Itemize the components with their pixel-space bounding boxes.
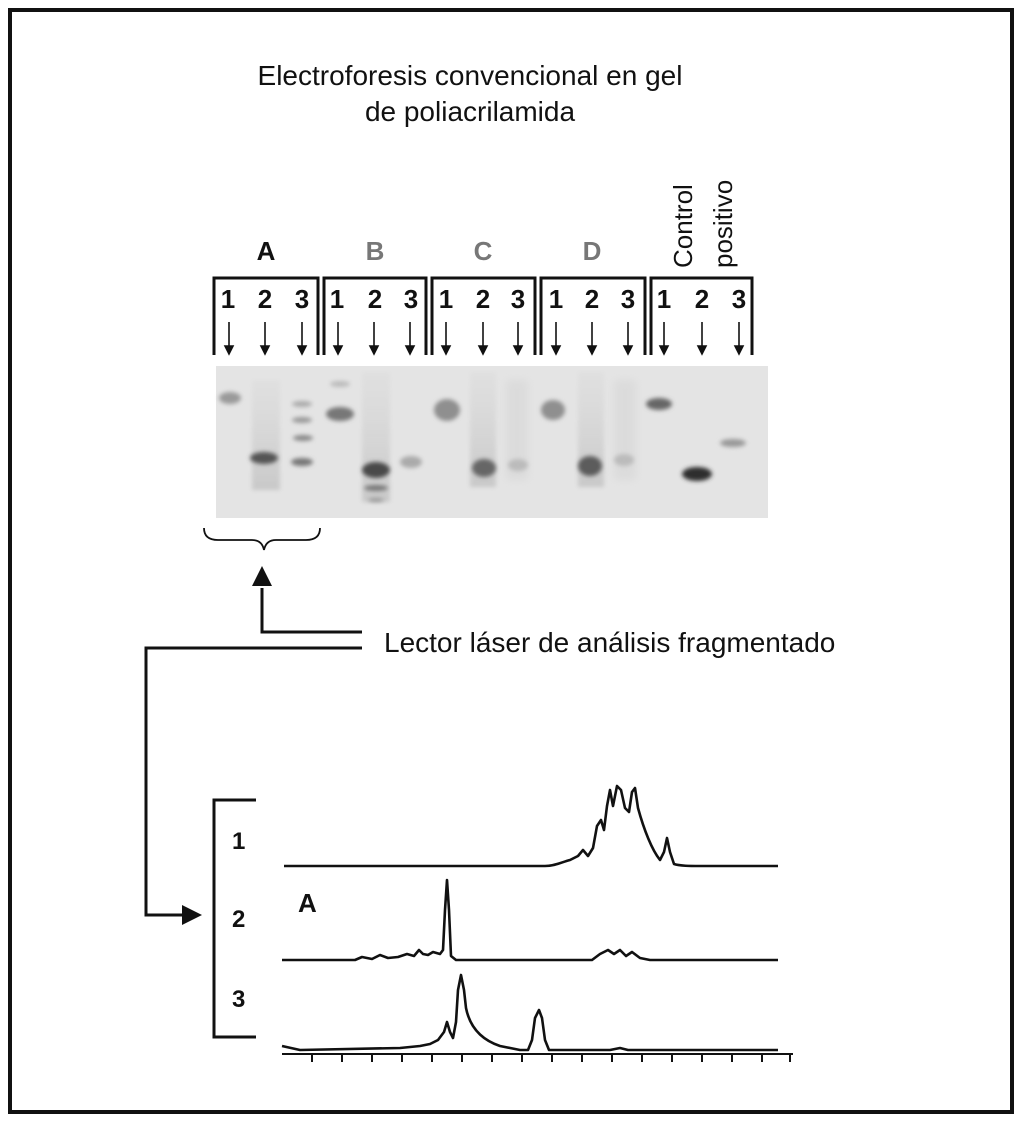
figure-title: Electroforesis convencional en gel de po… — [200, 58, 740, 130]
lane-arrow — [404, 322, 416, 356]
reader-label: Lector láser de análisis fragmentado — [384, 627, 836, 658]
lane-label-ctrl-1: 1 — [656, 284, 672, 314]
bracket-d — [539, 276, 647, 355]
lane-label-c-2: 2 — [475, 284, 491, 314]
trace-label-2: 2 — [232, 906, 246, 933]
bracket-c — [430, 276, 537, 355]
lane-arrow — [296, 322, 308, 356]
lane-label-b-2: 2 — [367, 284, 383, 314]
trace-1-line — [284, 784, 778, 868]
title-line-1: Electroforesis convencional en gel — [257, 60, 683, 91]
lane-label-c-1: 1 — [438, 284, 454, 314]
bracket-a — [212, 276, 320, 355]
lane-label-d-1: 1 — [548, 284, 564, 314]
group-label-a: A — [256, 236, 276, 266]
lane-arrow — [733, 322, 745, 356]
lane-arrow — [512, 322, 524, 356]
lane-label-a-1: 1 — [220, 284, 236, 314]
bracket-ctrl — [649, 276, 754, 355]
lane-label-d-3: 3 — [620, 284, 636, 314]
trace-label-1: 1 — [232, 828, 246, 855]
reader-to-trace-line — [144, 646, 362, 917]
lane-arrow — [696, 322, 708, 356]
gel-image — [216, 366, 768, 518]
group-label-b: B — [365, 236, 385, 266]
lane-label-ctrl-2: 2 — [694, 284, 710, 314]
lane-arrow — [477, 322, 489, 356]
figure-frame — [8, 8, 1014, 1114]
lane-arrow — [332, 322, 344, 356]
trace-label-3: 3 — [232, 986, 246, 1013]
lane-label-a-3: 3 — [294, 284, 310, 314]
lane-arrow — [259, 322, 271, 356]
lane-arrow — [622, 322, 634, 356]
lane-arrow — [440, 322, 452, 356]
lane-arrows — [223, 322, 745, 356]
lane-label-ctrl-3: 3 — [731, 284, 747, 314]
trace-2-line — [282, 878, 778, 962]
lane-group-brackets — [212, 276, 754, 355]
traces-bracket — [212, 798, 256, 1039]
trace-3-line — [281, 973, 778, 1052]
up-arrow-head — [252, 566, 272, 586]
reader-to-gel-line — [260, 588, 362, 634]
right-arrow-head — [182, 905, 202, 925]
lane-label-b-1: 1 — [329, 284, 345, 314]
title-line-2: de poliacrilamida — [364, 96, 576, 127]
trace-axis — [282, 1053, 793, 1062]
bracket-b — [322, 276, 428, 355]
lanes-a-brace — [203, 527, 321, 551]
fragment-traces — [281, 784, 778, 1052]
lane-arrow — [368, 322, 380, 356]
group-label-d: D — [582, 236, 602, 266]
lane-label-b-3: 3 — [403, 284, 419, 314]
trace-group-letter: A — [298, 888, 317, 918]
lane-arrow — [658, 322, 670, 356]
group-label-c: C — [473, 236, 493, 266]
lane-arrow — [223, 322, 235, 356]
lane-arrow — [550, 322, 562, 356]
lane-label-a-2: 2 — [257, 284, 273, 314]
connector-lines — [144, 588, 362, 917]
lane-arrow — [586, 322, 598, 356]
lane-label-c-3: 3 — [510, 284, 526, 314]
lane-label-d-2: 2 — [584, 284, 600, 314]
